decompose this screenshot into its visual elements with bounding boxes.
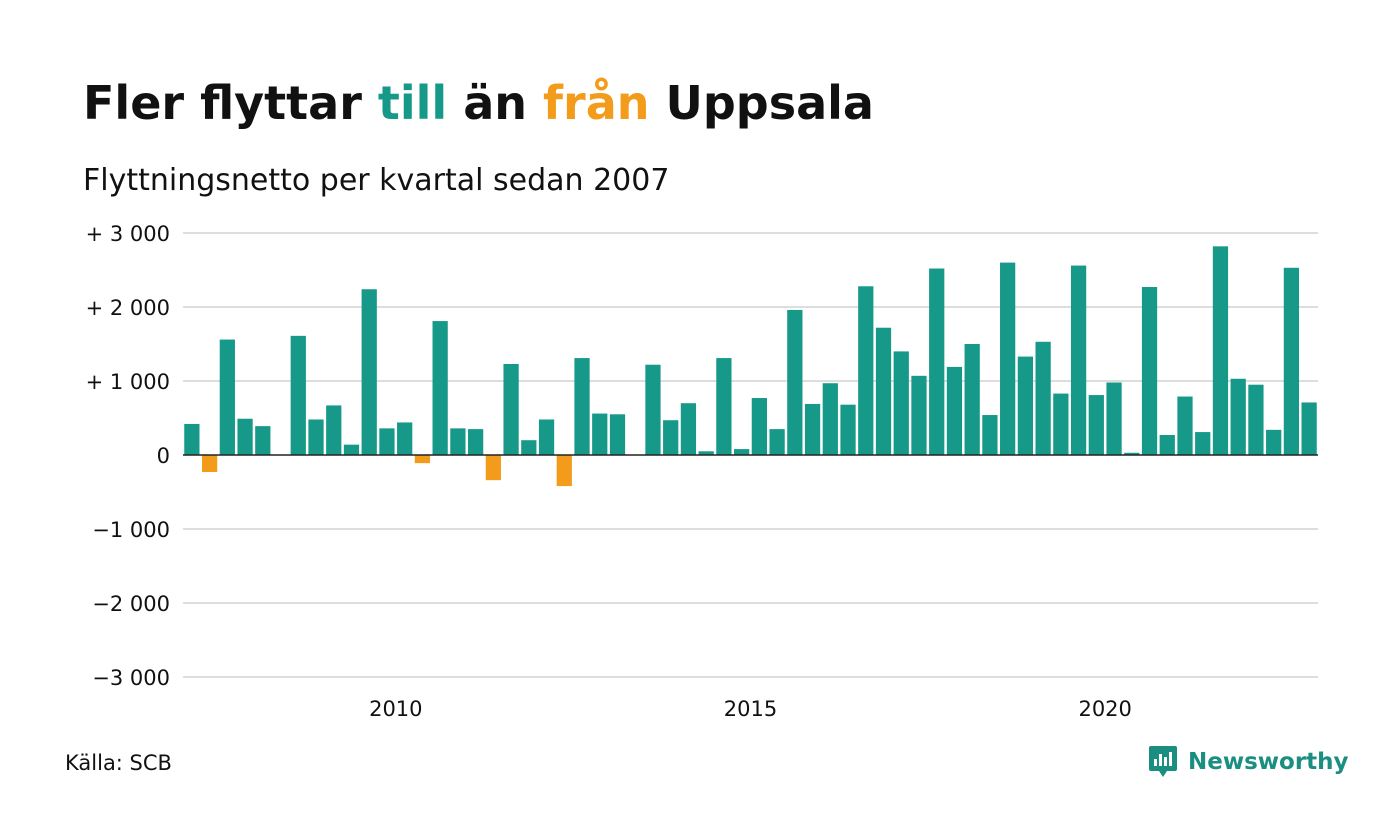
bar-positive [432,321,448,455]
bar-positive [343,444,360,455]
title-part-1: Fler flyttar [83,76,378,130]
bar-negative [414,455,431,464]
bar-positive [1035,341,1051,455]
bar-positive [467,429,484,455]
bar-positive [308,419,324,455]
bar-positive [290,335,306,455]
y-tick-label: −3 000 [92,666,170,690]
x-tick-label: 2020 [1078,697,1131,721]
chart-title: Fler flyttar till än från Uppsala [83,72,874,134]
bar-positive [1124,452,1140,455]
title-highlight-fran: från [543,76,650,130]
bar-positive [538,419,555,455]
bar-positive [645,364,661,455]
bar-positive [875,327,892,455]
bar-positive [1106,382,1122,455]
bar-positive [1017,356,1034,455]
bar-positive [326,405,342,455]
bar-positive [592,413,608,455]
bar-positive [184,423,200,455]
bar-positive [858,286,874,455]
bar-positive [237,418,253,455]
y-axis-labels: + 3 000 + 2 000 + 1 000 0 −1 000 −2 000 −3 000 [86,222,170,690]
bars [184,246,1317,487]
bar-positive [1195,432,1211,455]
y-tick-label: 0 [157,444,170,468]
bar-positive [822,383,838,455]
bar-positive [450,428,466,455]
bar-positive [1301,402,1317,455]
bar-positive [397,422,413,455]
bar-positive [219,339,235,455]
bar-positive [663,420,679,455]
title-part-3: Uppsala [649,76,874,130]
bar-positive [716,358,732,455]
bar-positive [982,415,998,455]
bar-positive [751,398,767,455]
title-part-2: än [447,76,544,130]
bar-positive [1212,246,1229,455]
bar-positive [946,366,963,455]
chart-subtitle: Flyttningsnetto per kvartal sedan 2007 [83,163,670,198]
bar-positive [361,289,377,455]
bar-positive [521,440,537,455]
bar-positive [680,403,697,455]
bar-positive [964,344,980,455]
x-tick-label: 2015 [724,697,777,721]
bar-positive [255,426,271,455]
x-axis-labels: 2010 2015 2020 [369,697,1132,721]
y-tick-label: −1 000 [92,518,170,542]
bar-positive [787,309,803,455]
bar-positive [609,414,626,455]
bar-positive [503,363,519,455]
bar-positive [1159,435,1175,455]
bar-positive [574,358,590,455]
bar-positive [893,351,909,455]
bar-positive [698,451,714,455]
bar-positive [734,449,750,455]
bar-positive [769,429,785,455]
y-tick-label: + 2 000 [86,296,170,320]
bar-positive [1141,287,1158,455]
bar-chart: + 3 000 + 2 000 + 1 000 0 −1 000 −2 000 −3 000… [86,222,1318,721]
bar-positive [1088,395,1104,455]
bar-positive [1230,378,1246,455]
bar-positive [1000,262,1016,455]
newsworthy-logo-icon [1149,746,1177,777]
bar-positive [1248,384,1264,455]
bar-positive [1053,393,1069,455]
bar-negative [201,455,218,473]
newsworthy-logo-text: Newsworthy [1188,749,1349,775]
bar-positive [840,404,856,455]
bar-positive [804,403,821,455]
bar-negative [485,455,501,481]
bar-positive [1177,396,1193,455]
bar-positive [1266,429,1282,455]
bar-negative [556,455,572,487]
bar-positive [1283,267,1300,455]
bar-positive [911,375,927,455]
newsworthy-logo: Newsworthy [1148,742,1349,782]
y-tick-label: + 3 000 [86,222,170,246]
y-tick-label: + 1 000 [86,370,170,394]
source-note: Källa: SCB [65,751,172,775]
bar-positive [1070,265,1087,455]
x-tick-label: 2010 [369,697,422,721]
bar-positive [379,428,395,455]
title-highlight-till: till [377,76,448,130]
bar-positive [929,268,945,455]
y-tick-label: −2 000 [92,592,170,616]
